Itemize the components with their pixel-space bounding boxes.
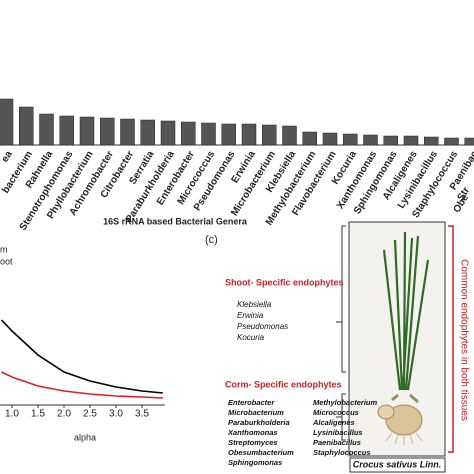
bar [302,131,317,146]
corm-genus: Staphylococcus [313,448,371,457]
corm-genus: Enterobacter [228,398,275,407]
bar [444,137,459,146]
bar [262,124,277,146]
bar [140,119,155,146]
corm-genus: Alcaligenes [312,418,355,427]
plant-photo [348,221,446,457]
corm-genus: Micrococcus [313,408,359,417]
x-tick-label: ea [0,149,15,165]
common-label: Common endophytes in both tissues [458,259,469,421]
bar [19,106,34,146]
shoot-bracket [336,225,346,373]
bar [363,134,378,146]
bar [383,135,398,146]
bar [39,113,54,146]
shoot-genus: Kocuria [237,333,265,342]
x-tick-label: 1.5 [31,409,45,420]
x-tick-label: 2.0 [57,409,71,420]
corm-title: Corm- Specific endophytes [225,379,342,389]
legend-label: m [0,244,8,254]
legend-label: oot [0,256,13,266]
x-axis-label: 16S rRNA based Bacterial Genera [103,216,248,226]
bar [201,122,216,146]
corm-genus: Sphingomonas [228,458,282,467]
x-tick-label: 3.0 [109,409,123,420]
shoot-title: Shoot- Specific endophytes [225,277,344,287]
line [1,371,163,399]
photo-caption: Crocus sativus Linn. [353,459,442,469]
corm-genus: Paraburkholderia [228,418,290,427]
bar [59,115,74,146]
bar [322,132,338,146]
corm-genus: Xanthomonas [227,428,278,437]
bar [100,117,115,146]
bar [0,98,14,146]
panel-label: (c) [205,234,218,246]
bar [120,118,135,146]
caption-box [349,457,446,473]
bar [241,123,257,146]
corm-genus: Lysinibacillus [313,428,363,437]
common-bracket [448,225,454,453]
shoot-genus: Erwinia [237,311,264,320]
bar [403,135,419,146]
shoot-genus: Klebsiella [237,300,272,309]
bar [181,121,196,146]
bar [343,133,358,146]
x-tick-label: 3.5 [135,409,149,420]
corm-genus: Microbacterium [228,408,284,417]
corm-genus: Obesumbacterium [228,448,294,457]
x-axis-label: alpha [74,432,96,442]
bar [221,123,236,146]
bar [464,137,474,146]
corm-bracket [336,393,346,441]
corm-genus: Paenibacillus [313,438,361,447]
shoot-genus: Pseudomonas [237,322,288,331]
x-tick-label: 1.0 [5,409,19,420]
x-tick-label: 2.5 [83,409,97,420]
corm-genus: Methylobacterium [313,398,378,407]
bar [160,120,176,146]
line [1,319,163,394]
bar [79,116,95,146]
bar [424,136,439,146]
bar [282,125,297,146]
corm-genus: Streptomyces [228,438,278,447]
